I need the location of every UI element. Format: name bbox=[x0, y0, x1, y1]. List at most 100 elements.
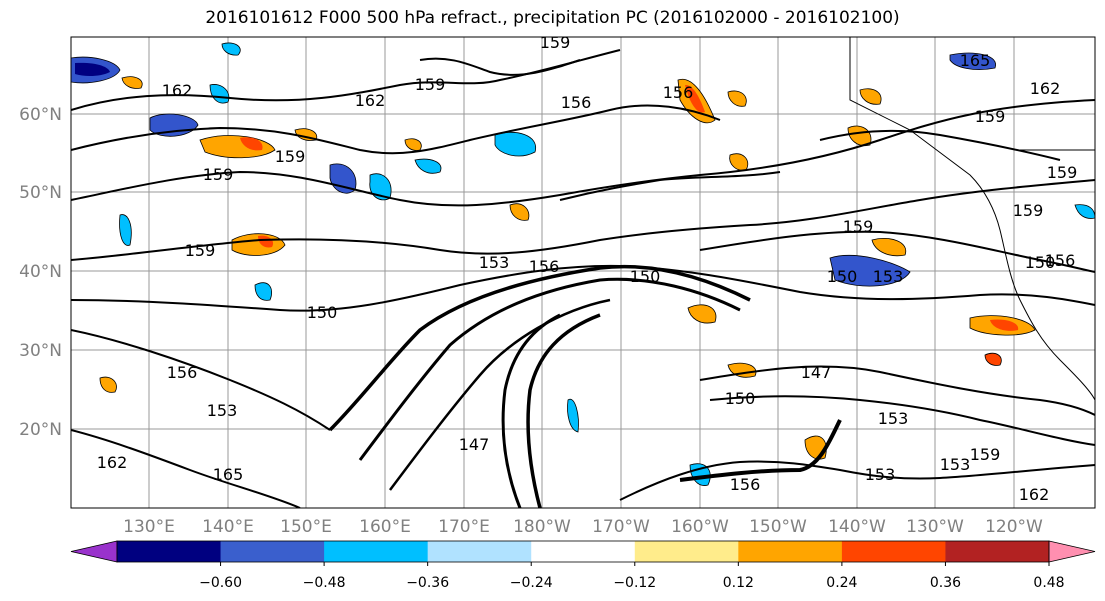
contour-label: 159 bbox=[970, 445, 1001, 464]
colorbar-segment bbox=[220, 541, 325, 562]
positive-anomaly-patch bbox=[687, 304, 717, 324]
positive-anomaly-patch bbox=[240, 137, 263, 151]
latitude-label: 50°N bbox=[19, 183, 62, 203]
contour-line bbox=[619, 460, 1095, 501]
contour-label: 150 bbox=[1025, 253, 1056, 272]
contour-label: 162 bbox=[355, 91, 386, 110]
contour-line bbox=[419, 57, 581, 76]
longitude-labels: 130°E 140°E 150°E 160°E 170°E 180°W 170°W 160°W… bbox=[123, 517, 1043, 537]
longitude-label: 160°W bbox=[671, 517, 729, 537]
negative-anomaly-patch bbox=[75, 62, 110, 77]
longitude-label: 170°W bbox=[592, 517, 650, 537]
longitude-label: 180°W bbox=[513, 517, 571, 537]
longitude-label: 140°E bbox=[202, 517, 254, 537]
negative-anomaly-patch bbox=[494, 131, 537, 157]
contour-label: 162 bbox=[1030, 79, 1061, 98]
contour-label: 159 bbox=[415, 75, 446, 94]
latitude-label: 60°N bbox=[19, 105, 62, 125]
negative-anomaly-patch bbox=[949, 52, 996, 70]
longitude-label: 130°E bbox=[123, 517, 175, 537]
positive-anomaly-patch bbox=[685, 84, 705, 113]
negative-anomaly-patch bbox=[567, 398, 579, 433]
longitude-label: 120°W bbox=[985, 517, 1043, 537]
contour-line bbox=[71, 329, 331, 431]
contour-label: 159 bbox=[1047, 163, 1078, 182]
longitude-label: 160°E bbox=[359, 517, 411, 537]
negative-anomaly-patch bbox=[221, 42, 241, 56]
colorbar-segment bbox=[531, 541, 636, 562]
negative-anomaly-patch bbox=[119, 214, 132, 246]
negative-anomaly-patch bbox=[1074, 204, 1095, 219]
contour-line bbox=[709, 395, 1095, 446]
contour-label: 156 bbox=[529, 257, 560, 276]
colorbar-tick-label: 0.48 bbox=[1033, 575, 1064, 591]
contour-label: 165 bbox=[213, 465, 244, 484]
contour-label: 159 bbox=[1013, 201, 1044, 220]
longitude-label: 130°W bbox=[906, 517, 964, 537]
colorbar-tick-label: 0.24 bbox=[826, 575, 857, 591]
contour-label: 153 bbox=[873, 267, 904, 286]
longitude-label: 170°E bbox=[438, 517, 490, 537]
contour-label: 153 bbox=[878, 409, 909, 428]
contour-line bbox=[71, 179, 1095, 261]
contour-label: 153 bbox=[940, 455, 971, 474]
colorbar-tick-label: 0.36 bbox=[930, 575, 961, 591]
contour-label: 159 bbox=[540, 33, 571, 52]
contour-label: 159 bbox=[843, 217, 874, 236]
contour-label: 150 bbox=[630, 267, 661, 286]
contour-label: 150 bbox=[307, 303, 338, 322]
latitude-label: 20°N bbox=[19, 420, 62, 440]
colorbar-segment bbox=[945, 541, 1050, 562]
negative-anomaly-patch bbox=[414, 158, 442, 174]
latitude-labels: 60°N 50°N 40°N 30°N 20°N bbox=[19, 105, 62, 440]
colorbar-segment bbox=[324, 541, 429, 562]
contour-label: 153 bbox=[865, 465, 896, 484]
contour-line bbox=[71, 99, 1095, 207]
contour-line bbox=[71, 429, 301, 508]
contour-line bbox=[526, 313, 601, 508]
colorbar-tick-label: −0.36 bbox=[406, 575, 449, 591]
colorbar-tick-label: −0.12 bbox=[613, 575, 656, 591]
contour-line bbox=[819, 129, 1061, 161]
latitude-label: 30°N bbox=[19, 341, 62, 361]
contour-label: 156 bbox=[167, 363, 198, 382]
contour-line bbox=[559, 171, 781, 201]
contour-line bbox=[501, 313, 561, 508]
contour-line bbox=[328, 264, 751, 432]
colorbar-segment bbox=[634, 541, 739, 562]
positive-anomaly-patch bbox=[859, 88, 882, 105]
contour-line bbox=[679, 419, 842, 482]
positive-anomaly-patch bbox=[847, 125, 872, 147]
coastline bbox=[849, 37, 1095, 401]
map-frame bbox=[70, 36, 1096, 509]
positive-anomaly-patch bbox=[258, 235, 274, 248]
colorbar-segment bbox=[427, 541, 532, 562]
colorbar-extend-low bbox=[70, 540, 118, 563]
contour-line bbox=[71, 104, 721, 155]
latitude-label: 40°N bbox=[19, 262, 62, 282]
precipitation-shading bbox=[71, 42, 1095, 486]
graticule bbox=[71, 37, 1095, 508]
colorbar-extend-high bbox=[1048, 540, 1096, 563]
negative-anomaly-patch bbox=[254, 282, 272, 301]
positive-anomaly-patch bbox=[121, 76, 143, 89]
contour-label: 159 bbox=[275, 147, 306, 166]
colorbar bbox=[70, 540, 1096, 566]
positive-anomaly-patch bbox=[871, 238, 907, 257]
map-title: 2016101612 F000 500 hPa refract., precip… bbox=[205, 8, 900, 28]
contour-label: 165 bbox=[960, 51, 991, 70]
longitude-label: 150°E bbox=[280, 517, 332, 537]
contour-label: 156 bbox=[561, 93, 592, 112]
contour-label: 150 bbox=[725, 389, 756, 408]
colorbar-tick-label: 0.12 bbox=[723, 575, 754, 591]
contour-label: 159 bbox=[975, 107, 1006, 126]
colorbar-tick-label: −0.24 bbox=[510, 575, 553, 591]
contour-line bbox=[358, 277, 741, 461]
colorbar-segment bbox=[738, 541, 843, 562]
contour-label: 156 bbox=[1045, 251, 1076, 270]
contour-label: 159 bbox=[185, 241, 216, 260]
longitude-label: 140°W bbox=[828, 517, 886, 537]
